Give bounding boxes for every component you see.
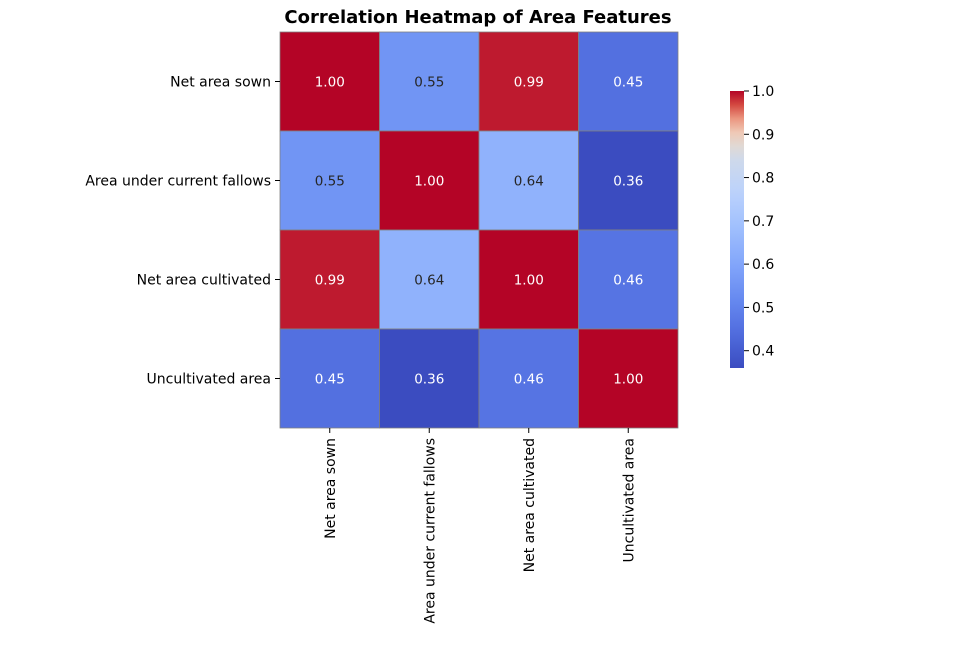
cell-value-label: 0.45 bbox=[315, 372, 345, 388]
colorbar-gradient bbox=[730, 91, 744, 368]
cell-value-label: 0.64 bbox=[514, 174, 544, 190]
colorbar-tick-label: 0.4 bbox=[752, 344, 774, 360]
cell-value-label: 0.64 bbox=[414, 273, 444, 289]
x-tick-label: Area under current fallows bbox=[422, 438, 438, 624]
cell-value-label: 0.36 bbox=[613, 174, 643, 190]
y-tick-label: Uncultivated area bbox=[147, 372, 271, 388]
heatmap-cell bbox=[279, 130, 380, 231]
heatmap-cell bbox=[379, 229, 480, 330]
y-tick-label: Net area sown bbox=[170, 75, 271, 91]
colorbar-tick-label: 0.7 bbox=[752, 214, 774, 230]
y-axis: Net area sown Area under current fallows N… bbox=[85, 75, 280, 388]
x-tick-label: Net area cultivated bbox=[522, 438, 538, 572]
cell-value-label: 0.46 bbox=[514, 372, 544, 388]
x-tick-label: Net area sown bbox=[323, 438, 339, 539]
y-tick-label: Area under current fallows bbox=[85, 174, 271, 190]
x-tick-label: Uncultivated area bbox=[621, 438, 637, 562]
heatmap-cell bbox=[279, 31, 380, 132]
cell-value-label: 0.99 bbox=[315, 273, 345, 289]
chart-title: Correlation Heatmap of Area Features bbox=[284, 7, 671, 28]
heatmap-cell bbox=[379, 31, 480, 132]
heatmap-cell bbox=[478, 31, 579, 132]
cell-value-label: 1.00 bbox=[514, 273, 544, 289]
cell-value-label: 0.55 bbox=[414, 75, 444, 91]
heatmap-cell bbox=[478, 328, 579, 429]
heatmap-cells: 1.00 0.55 0.99 0.45 0.55 1.00 0.64 0.36 0.99 0.64… bbox=[279, 31, 679, 429]
cell-value-label: 0.99 bbox=[514, 75, 544, 91]
colorbar-tick-label: 0.8 bbox=[752, 171, 774, 187]
cell-value-label: 1.00 bbox=[414, 174, 444, 190]
cell-value-label: 1.00 bbox=[613, 372, 643, 388]
colorbar: 0.4 0.5 0.6 0.7 0.8 0.9 1.0 bbox=[730, 84, 774, 368]
heatmap-cell bbox=[578, 328, 679, 429]
cell-value-label: 1.00 bbox=[315, 75, 345, 91]
colorbar-tick-label: 0.9 bbox=[752, 127, 774, 143]
colorbar-tick-label: 0.6 bbox=[752, 257, 774, 273]
cell-value-label: 0.45 bbox=[613, 75, 643, 91]
y-tick-label: Net area cultivated bbox=[137, 273, 271, 289]
heatmap-cell bbox=[379, 130, 480, 231]
colorbar-tick-label: 1.0 bbox=[752, 84, 774, 100]
cell-value-label: 0.55 bbox=[315, 174, 345, 190]
colorbar-tick-label: 0.5 bbox=[752, 300, 774, 316]
cell-value-label: 0.36 bbox=[414, 372, 444, 388]
heatmap-cell bbox=[578, 130, 679, 231]
heatmap-cell bbox=[578, 229, 679, 330]
heatmap-cell bbox=[578, 31, 679, 132]
cell-value-label: 0.46 bbox=[613, 273, 643, 289]
x-axis: Net area sown Area under current fallows N… bbox=[323, 428, 637, 624]
heatmap-cell bbox=[279, 328, 380, 429]
heatmap-cell bbox=[379, 328, 480, 429]
